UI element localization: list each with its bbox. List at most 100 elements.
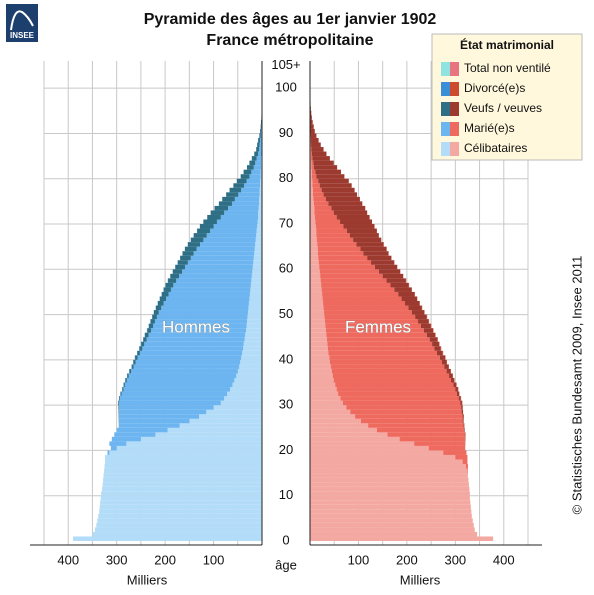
bar-segment bbox=[340, 396, 459, 401]
bar-segment bbox=[251, 273, 262, 279]
bar-segment bbox=[260, 133, 262, 138]
bar-segment bbox=[145, 332, 149, 338]
bar-segment bbox=[131, 364, 134, 369]
bar-segment bbox=[258, 214, 262, 220]
bar-segment bbox=[329, 359, 442, 365]
bar-segment bbox=[99, 509, 262, 514]
bar-segment bbox=[119, 409, 207, 415]
bar-segment bbox=[310, 531, 478, 537]
bar-segment bbox=[253, 165, 262, 170]
bar-segment bbox=[325, 323, 421, 329]
bar-segment bbox=[353, 237, 382, 243]
bar-segment bbox=[230, 387, 262, 392]
bar-segment bbox=[418, 319, 429, 324]
bar-segment bbox=[203, 237, 256, 243]
chart-title: Pyramide des âges au 1er janvier 1902 bbox=[144, 11, 437, 28]
bar-segment bbox=[260, 174, 262, 179]
bar-segment bbox=[310, 219, 316, 225]
bar-segment bbox=[260, 169, 262, 175]
bar-segment bbox=[216, 219, 258, 225]
bar-segment bbox=[243, 346, 262, 351]
bar-segment bbox=[94, 527, 262, 532]
bar-segment bbox=[394, 287, 412, 292]
bar-segment bbox=[234, 196, 260, 202]
bar-segment bbox=[150, 319, 155, 324]
bar-segment bbox=[196, 246, 255, 252]
bar-segment bbox=[313, 160, 334, 166]
bar-segment bbox=[246, 178, 261, 184]
bar-segment bbox=[118, 409, 120, 415]
bar-segment bbox=[323, 301, 405, 306]
bar-segment bbox=[356, 242, 384, 247]
bar-segment bbox=[310, 337, 327, 342]
bar-segment bbox=[318, 178, 349, 184]
bar-segment bbox=[261, 128, 262, 134]
bar-segment bbox=[325, 319, 419, 324]
bar-segment bbox=[310, 305, 324, 311]
bar-segment bbox=[343, 224, 375, 229]
bar-segment bbox=[249, 296, 262, 301]
bar-segment bbox=[371, 260, 395, 265]
bar-segment bbox=[249, 174, 261, 179]
bar-segment bbox=[255, 160, 262, 166]
bar-segment bbox=[158, 310, 248, 315]
bar-segment bbox=[234, 377, 262, 383]
bar-segment bbox=[116, 427, 168, 433]
bar-segment bbox=[310, 246, 318, 252]
bar-segment bbox=[140, 436, 262, 442]
bar-segment bbox=[259, 133, 261, 138]
bar-segment bbox=[99, 504, 262, 510]
bar-segment bbox=[321, 282, 391, 288]
bar-segment bbox=[453, 382, 457, 388]
bar-segment bbox=[310, 128, 315, 134]
bar-segment bbox=[310, 160, 312, 166]
bar-segment bbox=[464, 427, 465, 433]
bar-segment bbox=[259, 192, 262, 197]
chart-subtitle: France métropolitaine bbox=[206, 32, 373, 49]
bar-segment bbox=[312, 192, 324, 197]
bar-segment bbox=[310, 364, 331, 369]
bar-segment bbox=[328, 201, 363, 206]
bar-segment bbox=[252, 269, 262, 274]
bar-segment bbox=[444, 364, 449, 369]
bar-segment bbox=[318, 260, 372, 265]
source: © Statistisches Bundesamt 2009, Insee 20… bbox=[569, 256, 584, 515]
bar-segment bbox=[325, 196, 360, 202]
bar-segment bbox=[310, 341, 328, 347]
bar-segment bbox=[324, 314, 416, 320]
bar-segment bbox=[310, 151, 312, 157]
bar-segment bbox=[129, 368, 132, 374]
bar-segment bbox=[386, 278, 406, 283]
bar-segment bbox=[187, 260, 254, 265]
legend-label: Veufs / veuves bbox=[464, 101, 542, 115]
bar-segment bbox=[236, 373, 262, 378]
bar-segment bbox=[461, 409, 463, 415]
bar-segment bbox=[251, 278, 262, 283]
bar-segment bbox=[165, 282, 174, 288]
bar-segment bbox=[333, 377, 451, 383]
bar-segment bbox=[110, 445, 117, 451]
bar-segment bbox=[311, 147, 324, 152]
bar-segment bbox=[324, 310, 412, 315]
bar-segment bbox=[122, 387, 124, 392]
bar-segment bbox=[193, 251, 255, 256]
x-tick-label: 200 bbox=[396, 552, 418, 567]
bar-segment bbox=[255, 242, 262, 247]
bar-segment bbox=[443, 450, 467, 455]
y-tick-label: 10 bbox=[279, 487, 293, 502]
y-tick-label: 60 bbox=[279, 261, 293, 276]
bar-segment bbox=[260, 178, 262, 184]
y-tick-label: 70 bbox=[279, 215, 293, 230]
bar-segment bbox=[315, 169, 342, 175]
bar-segment bbox=[315, 224, 344, 229]
bar-segment bbox=[247, 310, 262, 315]
bar-segment bbox=[460, 400, 462, 406]
bar-segment bbox=[310, 332, 327, 338]
bar-segment bbox=[415, 314, 427, 320]
bar-segment bbox=[257, 142, 260, 148]
bar-segment bbox=[168, 291, 250, 297]
bar-segment bbox=[333, 210, 368, 215]
bar-segment bbox=[310, 409, 351, 415]
bar-segment bbox=[247, 314, 262, 320]
bar-segment bbox=[126, 377, 235, 383]
